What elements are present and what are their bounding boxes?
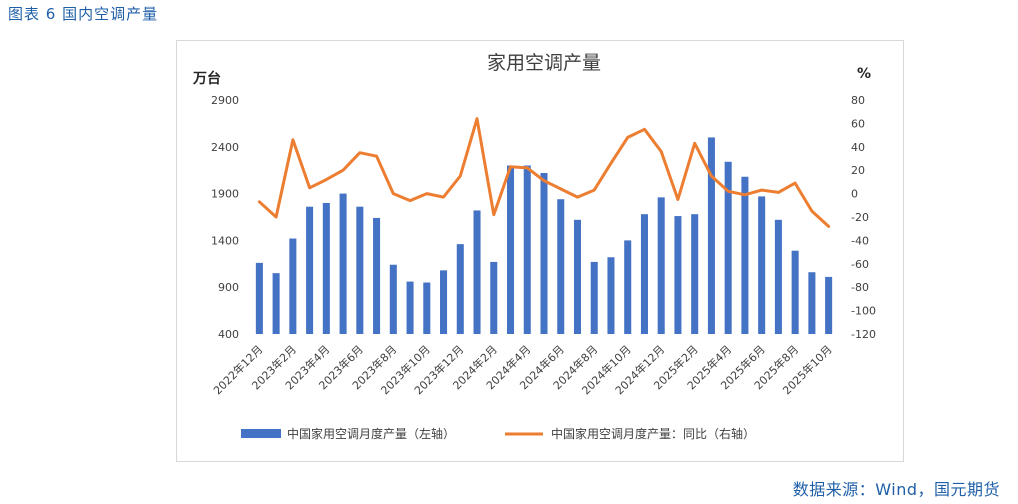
bar xyxy=(473,210,481,334)
right-axis-tick-label: -60 xyxy=(851,258,869,271)
bar xyxy=(607,257,615,334)
source-note: 数据来源：Wind，国元期货 xyxy=(792,480,1000,499)
bar xyxy=(440,270,448,334)
right-axis-tick-label: 80 xyxy=(851,94,865,107)
bar xyxy=(540,173,548,334)
bar xyxy=(523,165,531,334)
right-axis-tick-label: 0 xyxy=(851,188,858,201)
bar xyxy=(557,199,565,334)
legend-bar-swatch xyxy=(241,429,281,438)
bar xyxy=(255,262,263,334)
right-axis-tick-label: -120 xyxy=(851,328,876,341)
bar xyxy=(423,282,431,334)
left-axis-tick-label: 2400 xyxy=(211,141,239,154)
bar xyxy=(691,214,699,334)
left-axis-tick-label: 400 xyxy=(218,328,239,341)
bar xyxy=(707,137,715,334)
right-axis-tick-label: -20 xyxy=(851,211,869,224)
bar xyxy=(456,244,464,334)
left-axis-tick-label: 2900 xyxy=(211,94,239,107)
chart-container: 家用空调产量 万台% 400 900 1400 1900 2400 2900 -120 -100-… xyxy=(176,40,904,462)
bar xyxy=(389,264,397,334)
right-axis-tick-label: 40 xyxy=(851,141,865,154)
bar xyxy=(289,238,297,334)
right-axis-tick-label: 20 xyxy=(851,164,865,177)
left-axis-unit: 万台 xyxy=(192,70,221,87)
left-axis-tick-label: 1900 xyxy=(211,188,239,201)
legend-bar-label: 中国家用空调月度产量（左轴） xyxy=(287,426,455,441)
bar xyxy=(741,176,749,334)
figure-title: 图表 6 国内空调产量 xyxy=(8,5,159,23)
bar xyxy=(791,250,799,334)
right-axis-tick-label: -100 xyxy=(851,305,876,318)
bar xyxy=(724,161,732,334)
bar xyxy=(624,240,632,334)
left-axis-tick-label: 1400 xyxy=(211,234,239,247)
bar xyxy=(490,261,498,334)
bar xyxy=(774,219,782,334)
bar xyxy=(573,219,582,334)
bar xyxy=(339,193,347,334)
right-axis-tick-label: -40 xyxy=(851,234,869,247)
left-axis-tick-label: 900 xyxy=(218,281,239,294)
right-axis-tick-label: 60 xyxy=(851,117,865,130)
bar xyxy=(825,276,833,334)
bar xyxy=(373,217,381,334)
bar xyxy=(657,197,665,334)
bar xyxy=(808,272,816,334)
bar xyxy=(590,261,598,334)
right-axis-tick-label: -80 xyxy=(851,281,869,294)
bar xyxy=(506,165,515,334)
bar xyxy=(640,214,648,334)
bar xyxy=(406,281,414,334)
chart-title: 家用空调产量 xyxy=(487,52,601,74)
right-axis-unit: % xyxy=(857,66,871,82)
bar xyxy=(306,206,314,334)
bar xyxy=(674,216,682,334)
bar xyxy=(356,206,364,334)
bar xyxy=(322,202,330,334)
legend-line-label: 中国家用空调月度产量：同比（右轴） xyxy=(551,426,755,441)
bar xyxy=(758,196,766,334)
yoy-line xyxy=(257,117,831,228)
bar xyxy=(272,273,280,334)
